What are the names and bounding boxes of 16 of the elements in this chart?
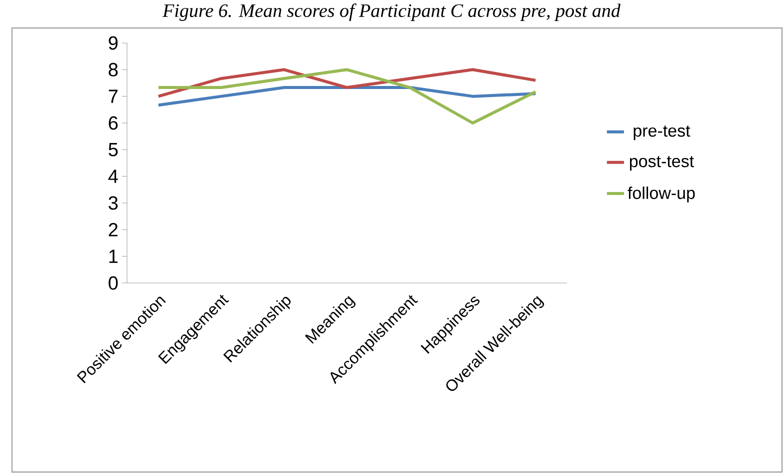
y-tick-label: 5 <box>108 143 118 156</box>
y-tick-label: 3 <box>108 196 118 210</box>
y-tick-label: 7 <box>108 90 118 103</box>
y-tick-label: 0 <box>108 276 118 290</box>
legend-label: follow-up <box>628 186 695 202</box>
y-tick-label: 6 <box>108 116 118 130</box>
line-series <box>156 68 538 124</box>
y-tick-label: 1 <box>109 250 118 263</box>
y-tick-label: 8 <box>108 62 118 76</box>
y-tick-label: 4 <box>108 170 118 183</box>
legend-label: pre-test <box>634 126 690 140</box>
legend-label: post-test <box>630 156 694 171</box>
y-tick-label: 9 <box>108 36 118 50</box>
chart-title: Figure 6. Mean scores of Participant C across pre, post and <box>162 4 620 21</box>
line-series <box>156 68 538 98</box>
y-tick-label: 2 <box>108 223 118 236</box>
